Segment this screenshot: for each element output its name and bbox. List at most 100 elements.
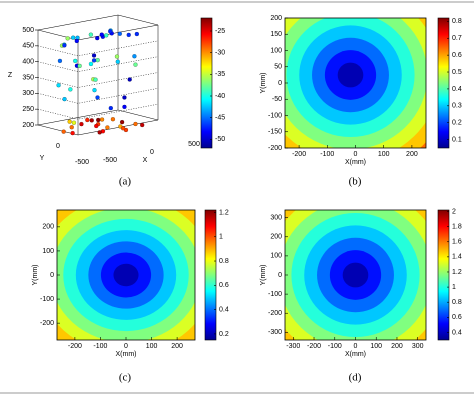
point-marker: [95, 58, 100, 63]
y-tick-label: 100: [42, 248, 54, 255]
x-tick-label: 0: [354, 343, 358, 350]
panel-caption: (b): [349, 176, 362, 188]
z-tick-label: 450: [22, 43, 34, 50]
x-tick-label: 500: [188, 141, 200, 148]
colorbar-tick-label: 0.4: [219, 306, 229, 313]
z-tick-label: 350: [22, 74, 34, 81]
y-tick-label: -200: [40, 320, 54, 327]
colorbar-tick-label: 0.8: [452, 299, 462, 306]
point-marker: [91, 53, 97, 58]
point-marker: [65, 36, 70, 41]
point-marker: [99, 117, 105, 122]
point-marker: [62, 97, 67, 102]
z-tick-label: 200: [22, 122, 34, 129]
y-tick-label: 0: [278, 80, 282, 87]
x-tick-label: -300: [286, 343, 300, 350]
contour-field: [285, 18, 426, 148]
point-marker: [74, 38, 79, 44]
contour-band: [337, 62, 364, 88]
panel-caption: (d): [349, 372, 362, 384]
x-tick-label: -200: [307, 343, 321, 350]
point-marker: [95, 95, 100, 100]
point-marker: [71, 35, 76, 40]
x-tick-label: 200: [171, 343, 183, 350]
point-marker: [120, 120, 125, 125]
x-tick-label: -100: [320, 151, 334, 158]
y-tick-label: -100: [40, 296, 54, 303]
y-tick-label: 100: [270, 253, 282, 260]
point-marker: [122, 95, 127, 100]
point-marker: [122, 104, 127, 110]
colorbar-tick-label: -50: [215, 136, 225, 143]
z-tick-label: 250: [22, 106, 34, 113]
z-tick-label: 400: [22, 59, 34, 66]
x-tick-label: -100: [93, 343, 107, 350]
box-grid: [37, 72, 159, 88]
point-marker: [95, 36, 100, 41]
y-axis-label: Y(mm): [260, 265, 267, 286]
colorbar-tick-label: 0.1: [452, 136, 462, 143]
x-tick-label: -200: [68, 343, 82, 350]
x-tick-label: -200: [292, 151, 306, 158]
y-tick-label: 200: [270, 234, 282, 241]
box-grid: [37, 103, 159, 120]
z-tick-label: 500: [22, 27, 34, 34]
point-marker: [108, 106, 113, 111]
point-marker: [115, 59, 120, 64]
y-tick-label: 0: [278, 272, 282, 279]
point-marker: [67, 119, 72, 124]
colorbar-tick-label: 2: [452, 208, 456, 215]
point-marker: [62, 43, 67, 48]
colorbar-tick-label: 0.4: [452, 86, 462, 93]
colorbar-tick-label: 0.6: [452, 314, 462, 321]
y-tick-label: -100: [268, 112, 282, 119]
colorbar-tick-label: 0.3: [452, 103, 462, 110]
y-tick-label: -300: [268, 329, 282, 336]
point-marker: [94, 123, 99, 129]
panel-caption: (a): [119, 176, 132, 188]
colorbar-tick-label: 1: [219, 234, 223, 241]
point-marker: [132, 54, 137, 59]
point-marker: [140, 122, 145, 128]
y-tick-label: 50: [274, 64, 282, 71]
colorbar-tick-label: -30: [215, 50, 225, 57]
point-marker: [133, 121, 138, 127]
y-tick-label: -200: [268, 145, 282, 152]
x-axis-label: X(mm): [345, 159, 366, 166]
contour-field: [57, 210, 195, 340]
colorbar: [437, 17, 450, 149]
box-grid: [37, 40, 159, 57]
y-tick-label: -200: [268, 310, 282, 317]
point-marker: [99, 32, 104, 37]
colorbar: [204, 209, 217, 341]
y-tick-label: 0: [56, 143, 60, 150]
point-marker: [73, 58, 78, 64]
y-axis-label: Y(mm): [260, 73, 267, 94]
contour-field: [285, 210, 426, 340]
colorbar-tick-label: 0.8: [452, 18, 462, 25]
y-axis-label: Y: [40, 155, 45, 162]
point-marker: [114, 54, 120, 59]
y-tick-label: 300: [270, 214, 282, 221]
x-tick-label: 200: [406, 151, 418, 158]
x-axis-label: X(mm): [116, 351, 137, 358]
colorbar-tick-label: 1.4: [452, 254, 462, 261]
x-axis-label: X(mm): [345, 351, 366, 358]
colorbar-tick-label: -45: [215, 115, 225, 122]
point-marker: [69, 125, 74, 130]
point-marker: [88, 32, 93, 37]
point-marker: [91, 58, 97, 63]
x-tick-label: 0: [124, 343, 128, 350]
y-tick-label: 0: [50, 272, 54, 279]
y-axis-label: Y(mm): [32, 265, 39, 286]
point-marker: [133, 62, 138, 67]
x-tick-label: 200: [391, 343, 403, 350]
point-marker: [96, 117, 101, 123]
y-tick-label: -50: [272, 96, 282, 103]
colorbar-tick-label: 0.6: [452, 52, 462, 59]
point-marker: [93, 77, 98, 82]
point-marker: [134, 31, 139, 37]
box-grid: [37, 88, 159, 104]
colorbar-tick-label: -25: [215, 28, 225, 35]
